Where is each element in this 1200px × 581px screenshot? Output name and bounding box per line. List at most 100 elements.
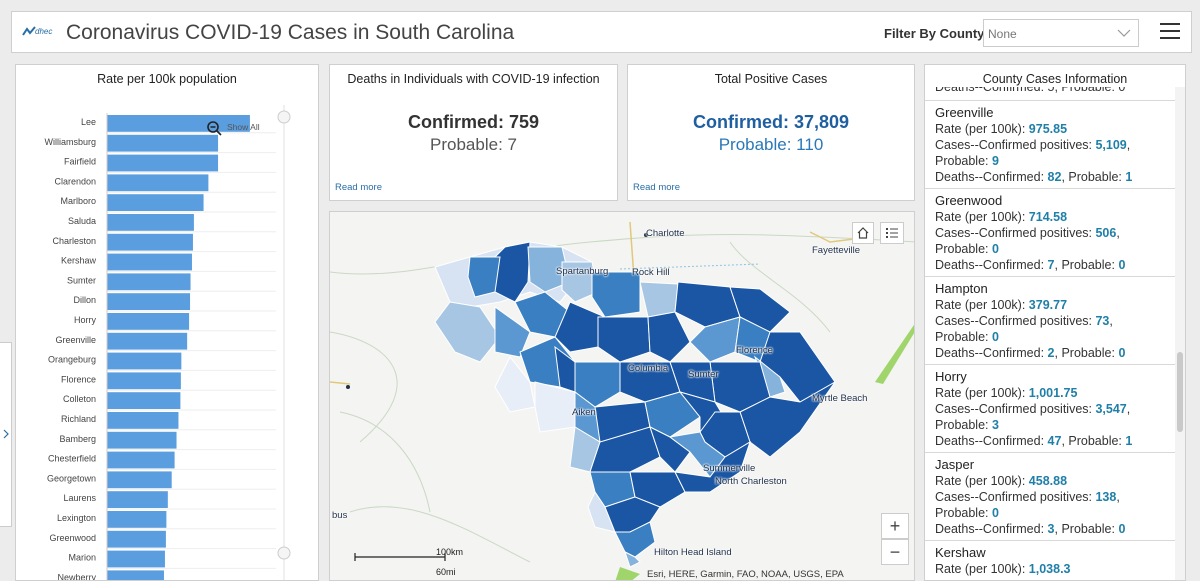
category-label: Marlboro — [60, 196, 96, 206]
county-cases: Cases--Confirmed positives: 506, — [935, 226, 1120, 240]
show-all-button[interactable]: Show All — [227, 122, 260, 132]
deaths-indicator-panel: Deaths in Individuals with COVID-19 infe… — [329, 64, 618, 201]
county-rate: Rate (per 100k): 379.77 — [935, 298, 1068, 312]
bar-lexington[interactable] — [107, 511, 167, 528]
county-list-scrollbar[interactable] — [1175, 87, 1185, 580]
bar-georgetown[interactable] — [107, 471, 172, 489]
map-label-bus: bus — [332, 510, 348, 521]
county-deaths: Deaths--Confirmed: 82, Probable: 1 — [935, 170, 1133, 184]
bar-saluda[interactable] — [107, 214, 194, 231]
positive-read-more-link[interactable]: Read more — [633, 182, 680, 193]
positive-panel-title: Total Positive Cases — [714, 72, 828, 86]
county-rate: Rate (per 100k): 1,038.3 — [935, 562, 1071, 576]
category-label: Clarendon — [54, 176, 96, 186]
county-rate: Rate (per 100k): 714.58 — [935, 210, 1068, 224]
chevron-down-icon — [1117, 29, 1131, 37]
bar-orangeburg[interactable] — [107, 352, 182, 370]
zoom-out-icon[interactable] — [206, 120, 222, 136]
category-label: Dillon — [73, 295, 96, 305]
positive-cases-panel: Total Positive Cases Confirmed: 37,809 P… — [627, 64, 915, 201]
category-label: Bamberg — [59, 434, 96, 444]
bar-laurens[interactable] — [107, 491, 168, 508]
county-list[interactable]: Deaths--Confirmed: 5, Probable: 0 Greenv… — [925, 87, 1177, 580]
map-label-summerville: Summerville — [703, 463, 756, 474]
category-label: Georgetown — [47, 473, 96, 483]
list-item: Hampton Rate (per 100k): 379.77 Cases--Con… — [925, 277, 1177, 365]
county-name: Greenwood — [935, 193, 1003, 208]
rate-panel-title: Rate per 100k population — [97, 72, 237, 86]
chevron-right-icon — [3, 429, 9, 439]
county-cases: Cases--Confirmed positives: 73, — [935, 314, 1113, 328]
bar-dillon[interactable] — [107, 293, 191, 310]
chart-scroll-handle-bottom[interactable] — [277, 546, 291, 560]
bar-marion[interactable] — [107, 550, 165, 568]
list-item: Horry Rate (per 100k): 1,001.75 Cases--Con… — [925, 365, 1177, 453]
county-probable: Probable: 0 — [935, 242, 999, 256]
bar-marlboro[interactable] — [107, 194, 204, 211]
app-header: dhec Coronavirus COVID-19 Cases in South… — [11, 11, 1192, 53]
county-name: Horry — [935, 369, 967, 384]
county-deaths: Deaths--Confirmed: 3, Probable: 0 — [935, 522, 1126, 536]
category-label: Greenwood — [49, 533, 96, 543]
county-name: Greenville — [935, 105, 994, 120]
county-map[interactable]: Charlotte Fayetteville Spartanburg Rock … — [329, 211, 915, 581]
positive-probable: Probable: 110 — [718, 135, 824, 154]
zoom-in-button[interactable]: + — [881, 513, 909, 539]
scale-km: 100km — [436, 547, 464, 557]
bar-charleston[interactable] — [107, 233, 193, 251]
category-label: Lee — [81, 117, 96, 127]
map-label-aiken: Aiken — [572, 407, 596, 418]
deaths-read-more-link[interactable]: Read more — [335, 182, 382, 193]
list-item: Greenwood Rate (per 100k): 714.58 Cases--C… — [925, 189, 1177, 277]
county-deaths: Deaths--Confirmed: 47, Probable: 1 — [935, 434, 1133, 448]
county-cases: Cases--Confirmed positives: 3,547, — [935, 402, 1131, 416]
bar-greenwood[interactable] — [107, 530, 166, 548]
map-label-rock-hill: Rock Hill — [632, 267, 670, 278]
zoom-out-button[interactable]: − — [881, 539, 909, 565]
rate-bar-chart: Lee Williamsburg Fairfield Clarendon Marlbor… — [44, 105, 291, 581]
map-label-spartanburg: Spartanburg — [556, 266, 609, 277]
sidebar-toggle[interactable] — [0, 342, 12, 527]
page-title: Coronavirus COVID-19 Cases in South Caro… — [66, 21, 515, 44]
bar-kershaw[interactable] — [107, 253, 192, 271]
map-canvas[interactable] — [330, 212, 915, 581]
bar-richland[interactable] — [107, 412, 179, 429]
county-probable: Probable: 0 — [935, 506, 999, 520]
map-attribution: Esri, HERE, Garmin, FAO, NOAA, USGS, EPA — [647, 569, 844, 580]
bar-chesterfield[interactable] — [107, 451, 175, 469]
list-item: Kershaw Rate (per 100k): 1,038.3 — [925, 541, 1177, 580]
bar-bamberg[interactable] — [107, 431, 177, 449]
bar-florence[interactable] — [107, 372, 181, 390]
county-rate: Rate (per 100k): 1,001.75 — [935, 386, 1078, 400]
bar-horry[interactable] — [107, 313, 190, 330]
county-name: Jasper — [935, 457, 975, 472]
county-probable: Probable: 3 — [935, 418, 999, 432]
map-label-charlotte: Charlotte — [646, 228, 685, 239]
home-button[interactable] — [852, 222, 874, 244]
category-label: Florence — [61, 374, 96, 384]
logo-text: dhec — [35, 27, 53, 36]
chart-scroll-handle-top[interactable] — [277, 110, 291, 124]
category-label: Laurens — [63, 493, 96, 503]
county-deaths: Deaths--Confirmed: 2, Probable: 0 — [935, 346, 1126, 360]
bar-sumter[interactable] — [107, 273, 191, 291]
map-label-florence: Florence — [736, 345, 773, 356]
deaths-panel-title: Deaths in Individuals with COVID-19 infe… — [347, 72, 600, 86]
county-filter-value: None — [988, 27, 1017, 41]
list-item: Jasper Rate (per 100k): 458.88 Cases--Conf… — [925, 453, 1177, 541]
deaths-confirmed: Confirmed: 759 — [407, 112, 540, 132]
bar-clarendon[interactable] — [107, 174, 209, 192]
scroll-thumb[interactable] — [1177, 352, 1183, 432]
county-filter-select[interactable]: None — [983, 19, 1139, 47]
category-label: Fairfield — [64, 157, 96, 167]
bar-williamsburg[interactable] — [107, 134, 219, 152]
hamburger-menu-icon[interactable] — [1160, 23, 1180, 41]
bar-greenville[interactable] — [107, 332, 188, 350]
rate-panel: Rate per 100k population Lee Williamsburg… — [15, 64, 319, 581]
legend-button[interactable] — [880, 222, 904, 244]
county-info-panel: County Cases Information Deaths--Confirm… — [924, 64, 1186, 581]
bar-colleton[interactable] — [107, 392, 181, 409]
list-item: Greenville Rate (per 100k): 975.85 Cases--… — [925, 101, 1177, 189]
bar-fairfield[interactable] — [107, 154, 219, 172]
bar-newberry[interactable] — [107, 570, 164, 581]
